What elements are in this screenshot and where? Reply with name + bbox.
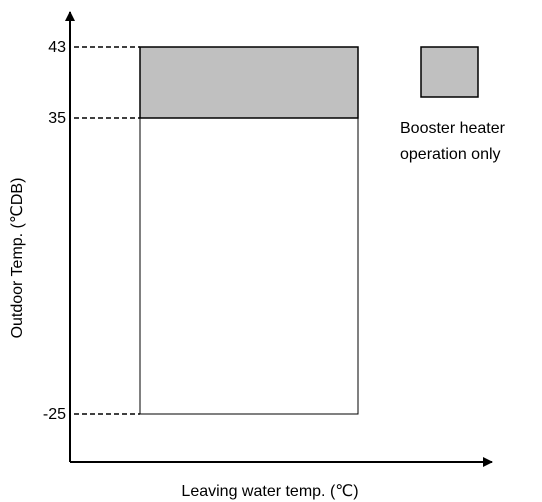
x-axis-title: Leaving water temp. (℃): [181, 483, 358, 500]
y-axis-title: Outdoor Temp. (℃DB): [9, 178, 26, 339]
guide-lines: [74, 46, 140, 415]
legend-text: operation only: [400, 146, 501, 163]
legend-swatch: [420, 46, 479, 98]
y-label: -25: [43, 406, 66, 423]
y-label: 35: [48, 110, 66, 127]
booster-region: [139, 46, 359, 119]
y-label: 43: [48, 39, 66, 56]
legend-text: Booster heater: [400, 120, 506, 137]
operating-region: [139, 117, 359, 415]
